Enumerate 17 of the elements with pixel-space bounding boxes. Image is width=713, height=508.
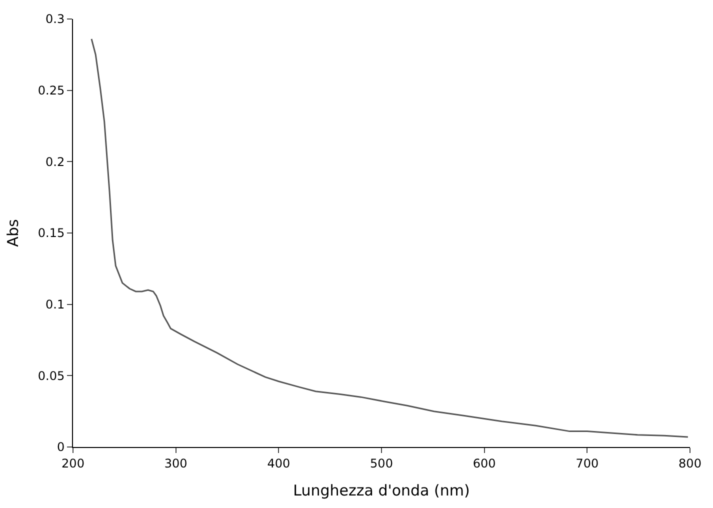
x-tick-label: 300 <box>164 456 188 470</box>
y-tick-label: 0.05 <box>38 368 65 383</box>
y-tick-label: 0 <box>56 440 65 454</box>
x-tick-label: 500 <box>370 456 393 470</box>
y-tick-label: 0.1 <box>46 298 65 312</box>
x-tick-label: 200 <box>62 456 84 470</box>
x-tick-label: 600 <box>472 456 496 470</box>
x-tick-label: 700 <box>576 456 599 470</box>
y-tick-label: 0.25 <box>38 84 65 98</box>
y-tick-label: 0.3 <box>46 12 65 26</box>
x-axis-title: Lunghezza d'onda (nm) <box>293 481 470 500</box>
y-axis-title: Abs <box>4 219 22 247</box>
line-series <box>90 38 689 438</box>
y-tick-label: 0.2 <box>46 154 65 169</box>
x-tick-label: 800 <box>678 456 702 470</box>
x-tick-label: 400 <box>267 456 290 470</box>
y-tick-label: 0.15 <box>38 226 65 240</box>
